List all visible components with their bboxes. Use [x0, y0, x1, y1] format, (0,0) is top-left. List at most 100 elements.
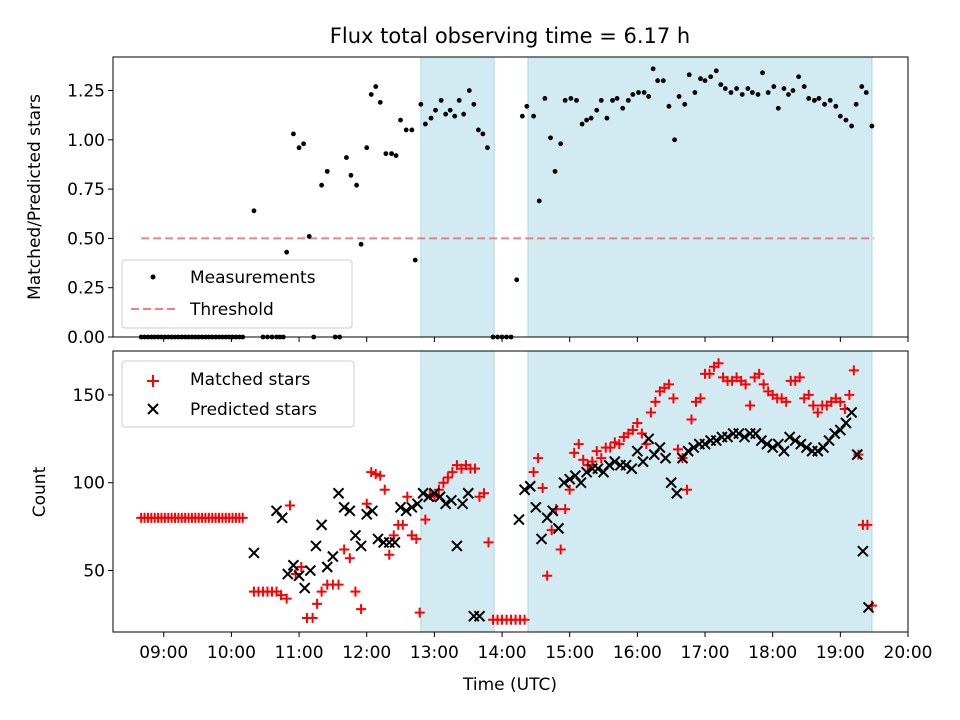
- matched-star-marker: [560, 504, 571, 515]
- measurement-point: [863, 90, 869, 95]
- measurement-point: [461, 111, 467, 117]
- matched-star-marker: [350, 586, 361, 597]
- predicted-star-marker: [456, 498, 469, 510]
- measurement-point: [542, 96, 548, 101]
- predicted-star-marker: [828, 427, 841, 440]
- matched-star-marker: [447, 467, 458, 478]
- measurement-point: [812, 97, 817, 103]
- matched-star-marker: [442, 472, 453, 483]
- measurement-point: [579, 121, 585, 127]
- shaded-span: [420, 56, 495, 338]
- measurement-point: [610, 97, 615, 103]
- matched-star-marker: [414, 607, 425, 618]
- count-panel-frame: [112, 350, 909, 633]
- matched-star-marker: [866, 600, 877, 611]
- predicted-star-marker: [298, 582, 311, 594]
- matched-star-marker: [754, 368, 765, 379]
- predicted-star-marker: [626, 462, 638, 475]
- measurement-point: [833, 103, 839, 109]
- measurement-point: [650, 66, 656, 72]
- ratio-panel: 0.00 0.25 0.50 0.75 1.00 1.25 Matched/Predict…: [25, 56, 909, 348]
- legend-threshold-label: Threshold: [189, 300, 274, 320]
- matched-star-marker: [528, 467, 539, 478]
- matched-star-marker: [281, 593, 292, 604]
- predicted-star-marker: [372, 533, 384, 545]
- matched-star-marker: [290, 569, 301, 580]
- matched-star-marker: [781, 396, 792, 407]
- matched-star-marker: [578, 454, 589, 465]
- matched-star-marker: [285, 500, 296, 511]
- measurement-point: [588, 115, 594, 121]
- x-tick-label: 16:00: [613, 643, 662, 663]
- legend-matched-label: Matched stars: [190, 370, 310, 390]
- predicted-star-marker: [778, 445, 790, 457]
- measurement-point: [389, 151, 394, 157]
- measurement-point: [422, 121, 428, 127]
- measurement-point: [514, 277, 520, 283]
- measurement-point: [548, 135, 553, 141]
- predicted-star-marker: [276, 512, 288, 524]
- measurement-point: [433, 107, 438, 113]
- predicted-star-marker: [411, 498, 424, 510]
- measurement-point: [562, 97, 568, 103]
- matched-star-marker: [704, 368, 715, 379]
- predicted-star-marker: [462, 487, 474, 499]
- predicted-star-marker: [738, 431, 751, 443]
- measurement-point: [775, 105, 781, 111]
- measurement-point: [452, 113, 458, 119]
- measurement-point: [594, 107, 600, 113]
- matched-star-marker: [533, 453, 544, 464]
- predicted-star-marker: [558, 477, 570, 489]
- matched-star-marker: [794, 372, 805, 383]
- measurement-point: [702, 78, 708, 84]
- matched-star-marker: [632, 418, 643, 429]
- predicted-star-marker: [609, 455, 621, 468]
- matched-star-marker: [438, 477, 449, 488]
- predicted-star-marker: [417, 487, 429, 499]
- predicted-star-marker: [851, 448, 863, 461]
- matched-star-marker: [605, 442, 616, 453]
- x-tick-label: 09:00: [139, 643, 188, 663]
- predicted-star-marker: [671, 487, 683, 499]
- predicted-star-marker: [513, 513, 525, 526]
- measurement-point: [531, 113, 537, 119]
- measurement-point: [843, 117, 849, 123]
- predicted-star-marker: [406, 501, 418, 514]
- matched-star-marker: [636, 428, 647, 439]
- matched-star-marker: [316, 586, 327, 597]
- legend-measurements-label: Measurements: [190, 268, 316, 288]
- measurement-point: [251, 208, 257, 214]
- x-tick-label: 14:00: [478, 643, 527, 663]
- matched-star-marker: [312, 598, 323, 609]
- matched-star-marker: [650, 396, 661, 407]
- measurement-point: [869, 123, 875, 129]
- matched-star-marker: [469, 463, 480, 474]
- measurement-point: [475, 127, 481, 133]
- measurement-point: [686, 72, 692, 78]
- matched-star-marker: [844, 389, 855, 400]
- predicted-star-marker: [766, 441, 779, 454]
- predicted-star-marker: [535, 533, 548, 545]
- matched-star-marker: [740, 379, 751, 390]
- measurement-point: [383, 151, 389, 157]
- shaded-span: [527, 350, 873, 633]
- measurement-point: [377, 99, 383, 105]
- predicted-star-marker: [580, 466, 593, 478]
- matched-star-marker: [681, 484, 692, 495]
- predicted-star-marker: [688, 441, 700, 454]
- measurement-point: [428, 115, 434, 121]
- matched-star-marker: [668, 393, 679, 404]
- measurement-point: [536, 198, 542, 204]
- matched-star-marker: [397, 519, 408, 530]
- predicted-star-marker: [659, 452, 672, 464]
- matched-star-marker: [695, 393, 706, 404]
- matched-star-marker: [551, 504, 562, 515]
- matched-star-marker: [663, 379, 674, 390]
- matched-star-marker: [745, 400, 756, 411]
- predicted-star-marker: [366, 505, 379, 517]
- predicted-star-marker: [547, 505, 559, 517]
- measurement-point: [373, 84, 379, 89]
- measurement-point: [749, 90, 755, 95]
- measurement-point: [722, 86, 728, 91]
